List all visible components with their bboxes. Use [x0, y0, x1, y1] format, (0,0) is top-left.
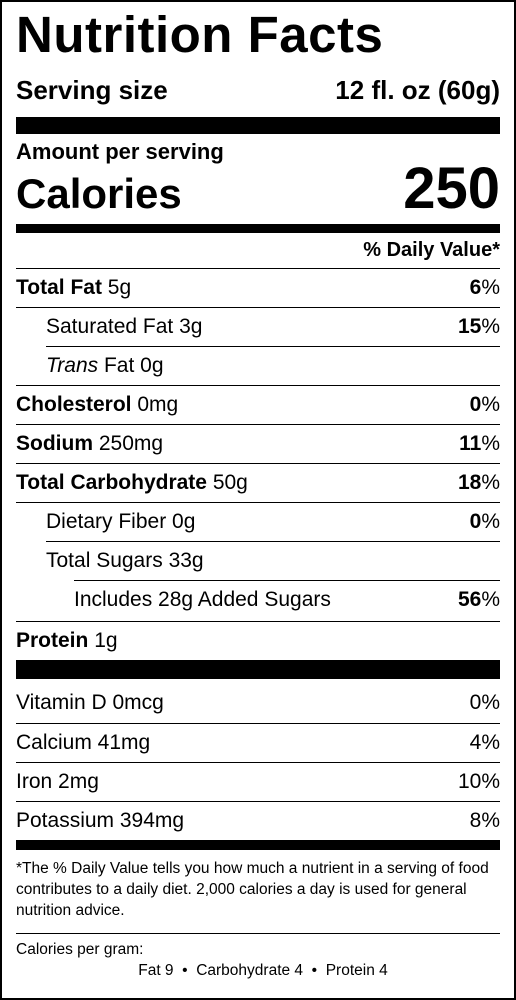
percent-sign: %	[481, 432, 500, 455]
nutrient-dv: 0	[469, 510, 482, 533]
nutrient-amount: 0mg	[137, 393, 179, 416]
nutrient-row-cholesterol: Cholesterol 0mg 0%	[16, 385, 500, 424]
nutrient-dv: 6	[469, 276, 482, 299]
vitamin-dv: 4%	[469, 731, 500, 754]
vitamin-row-calcium: Calcium 41mg 4%	[16, 723, 500, 762]
calories-per-gram-values: Fat 9 • Carbohydrate 4 • Protein 4	[138, 962, 388, 979]
nutrient-row-saturated-fat: Saturated Fat 3g 15%	[16, 307, 500, 346]
nutrient-name: Saturated Fat	[46, 315, 174, 338]
nutrient-row-sodium: Sodium 250mg 11%	[16, 424, 500, 463]
nutrient-amount: 33g	[168, 548, 204, 572]
nutrient-name: Total Carbohydrate	[16, 471, 207, 494]
nutrient-row-protein: Protein 1g	[16, 621, 500, 660]
nutrient-row-total-fat: Total Fat 5g 6%	[16, 268, 500, 307]
nutrient-name: Total Fat	[16, 276, 102, 299]
nutrient-name: Includes 28g Added Sugars	[74, 587, 331, 611]
nutrient-amount: 0g	[172, 510, 196, 533]
nutrient-name: Cholesterol	[16, 393, 132, 416]
vitamin-dv: 8%	[469, 809, 500, 832]
nutrient-name: Sodium	[16, 432, 93, 455]
nutrient-amount: 50g	[212, 471, 248, 494]
vitamin-row-potassium: Potassium 394mg 8%	[16, 801, 500, 840]
vitamin-name: Vitamin D 0mcg	[16, 690, 164, 714]
nutrient-dv: 15	[457, 315, 482, 338]
row-divider	[46, 541, 500, 542]
calories-label: Calories	[16, 170, 182, 217]
amount-per-serving: Amount per serving	[16, 139, 224, 164]
footnote-divider	[16, 933, 500, 934]
vitamin-row-iron: Iron 2mg 10%	[16, 762, 500, 801]
nutrient-amount: 1g	[94, 629, 118, 652]
percent-sign: %	[481, 276, 500, 299]
nutrient-dv: 0	[469, 393, 482, 416]
medium-divider	[16, 224, 500, 233]
thick-divider	[16, 117, 500, 134]
nutrient-name: Protein	[16, 629, 89, 652]
vitamin-name: Potassium 394mg	[16, 809, 185, 832]
row-divider	[74, 580, 500, 581]
nutrient-amount: 0g	[140, 353, 164, 377]
nutrient-name-italic: Trans	[46, 353, 99, 377]
nutrient-row-total-sugars: Total Sugars 33g	[16, 541, 500, 580]
serving-size-row: Serving size 12 fl. oz (60g)	[16, 72, 500, 108]
vitamin-dv: 10%	[457, 770, 500, 793]
medium-divider	[16, 840, 500, 850]
thick-divider	[16, 660, 500, 679]
daily-value-header: % Daily Value*	[363, 239, 500, 261]
nutrient-amount: 250mg	[98, 432, 164, 455]
serving-size-value: 12 fl. oz (60g)	[335, 75, 500, 105]
nutrient-amount: 3g	[179, 315, 203, 338]
vitamin-name: Calcium 41mg	[16, 731, 151, 754]
nutrient-row-dietary-fiber: Dietary Fiber 0g 0%	[16, 502, 500, 541]
nutrient-name: Total Sugars	[46, 548, 163, 572]
nutrient-row-trans-fat: Trans Fat 0g	[16, 346, 500, 385]
nutrient-dv: 56	[457, 587, 482, 611]
nutrient-row-total-carbohydrate: Total Carbohydrate 50g 18%	[16, 463, 500, 502]
vitamin-dv: 0%	[469, 690, 500, 714]
nutrient-dv: 18	[457, 471, 482, 494]
daily-value-footnote: *The % Daily Value tells you how much a …	[16, 860, 489, 919]
label-title: Nutrition Facts	[16, 6, 384, 63]
nutrient-dv: 11	[459, 432, 482, 455]
calories-value: 250	[403, 156, 500, 221]
calories-row: Calories 250	[16, 156, 500, 227]
percent-sign: %	[481, 393, 500, 416]
vitamin-row-vitamin-d: Vitamin D 0mcg 0%	[16, 683, 500, 722]
row-divider	[46, 346, 500, 347]
serving-size-label: Serving size	[16, 75, 168, 105]
percent-sign: %	[481, 471, 500, 494]
calories-per-gram-label: Calories per gram:	[16, 941, 144, 958]
percent-sign: %	[481, 510, 500, 533]
vitamin-name: Iron 2mg	[16, 770, 99, 793]
nutrient-name: Dietary Fiber	[46, 510, 167, 533]
percent-sign: %	[481, 315, 500, 338]
nutrient-name: Fat	[103, 353, 135, 377]
nutrient-row-added-sugars: Includes 28g Added Sugars 56%	[16, 580, 500, 619]
percent-sign: %	[481, 587, 500, 611]
nutrient-amount: 5g	[107, 276, 132, 299]
